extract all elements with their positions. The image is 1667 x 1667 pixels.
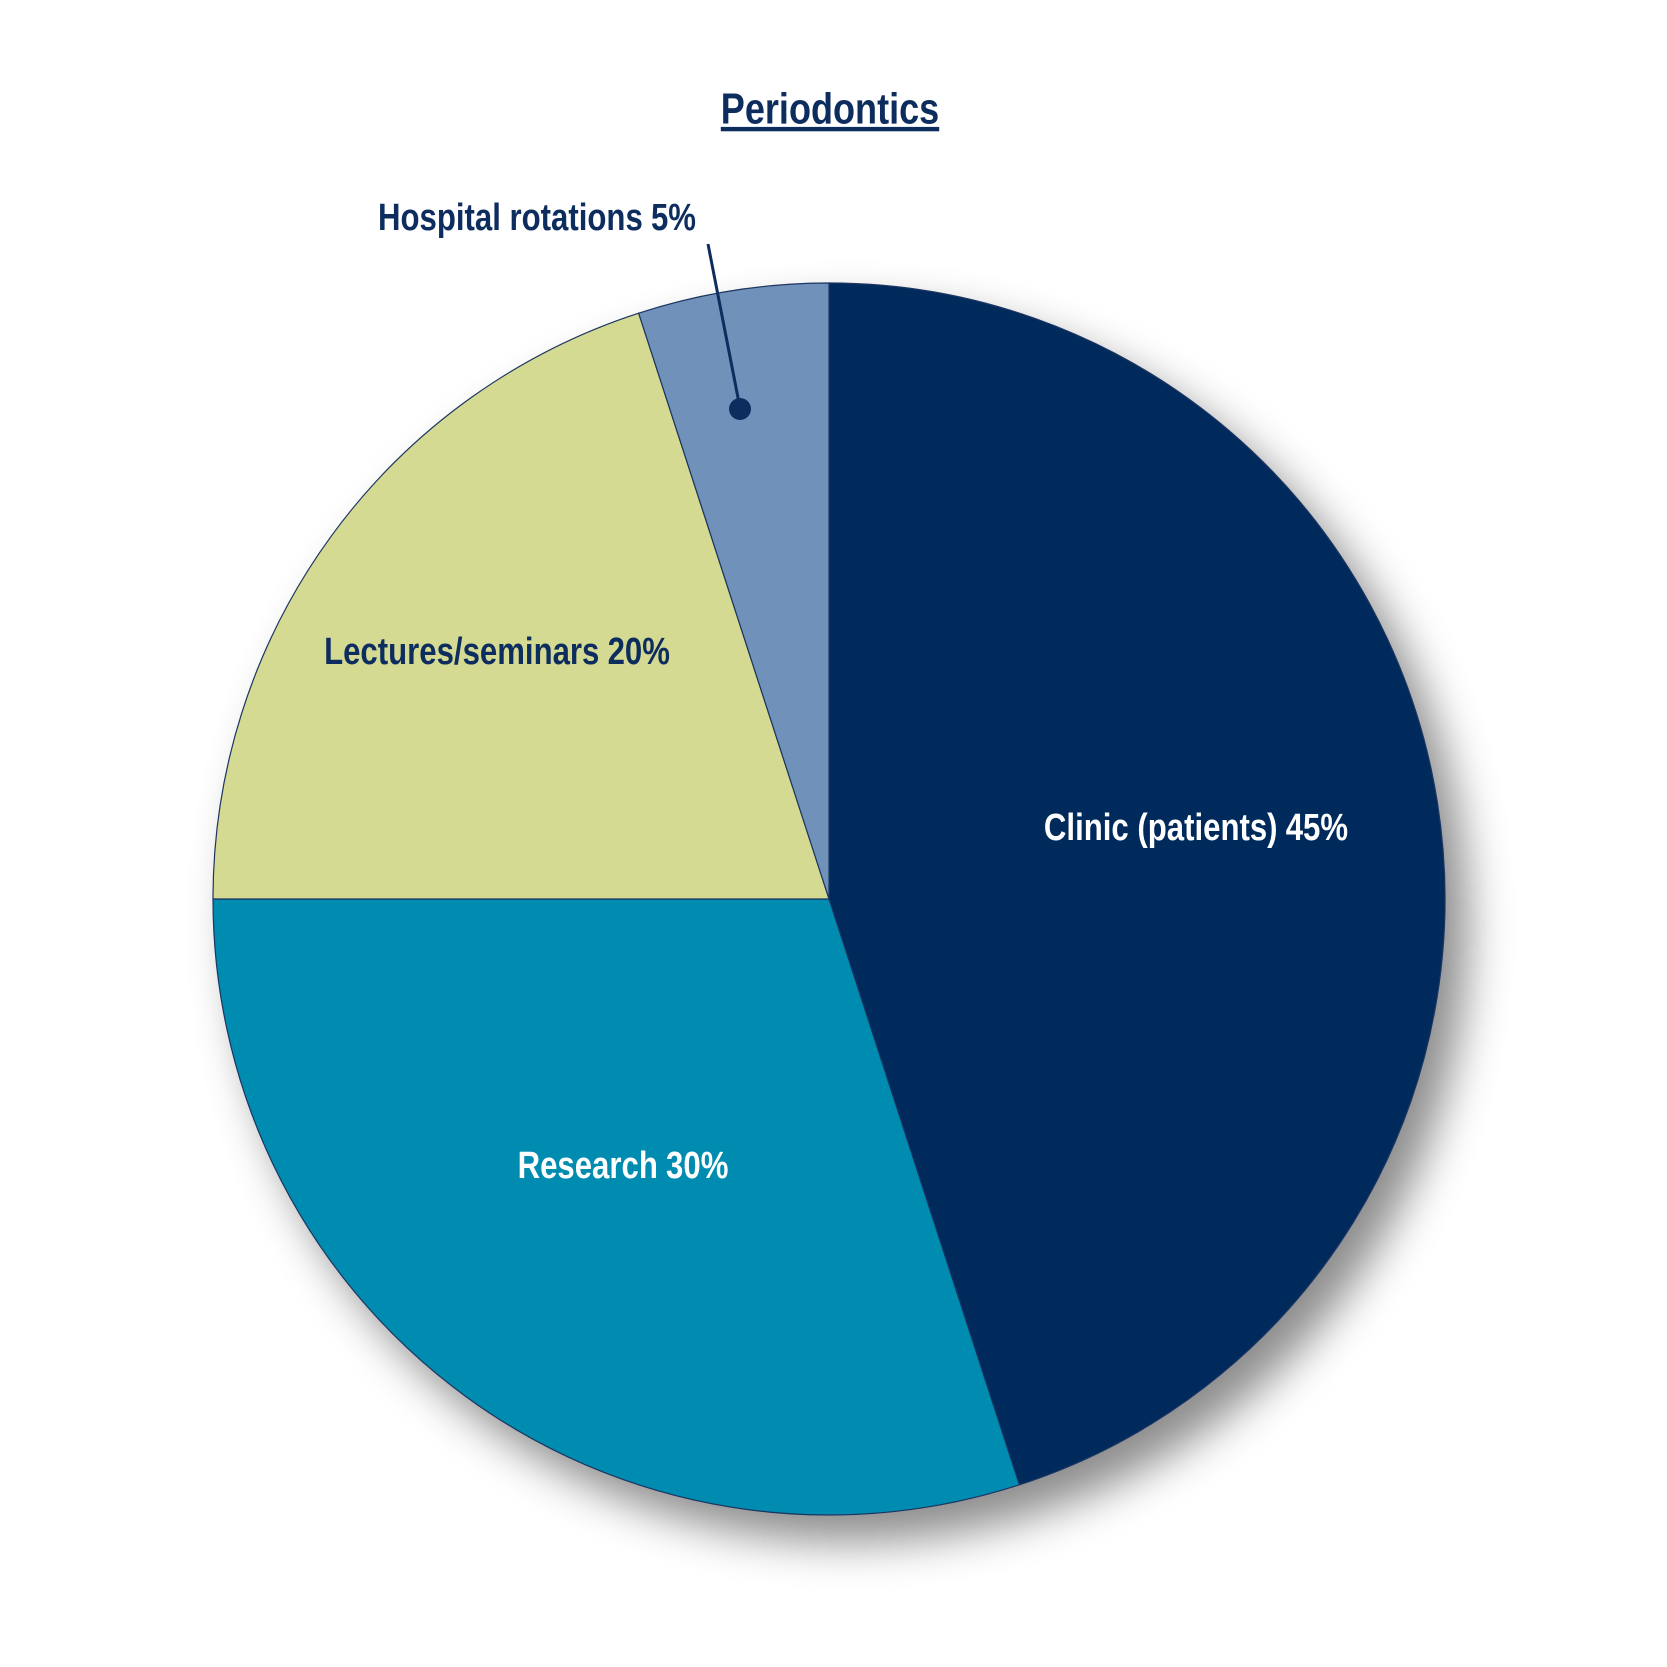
pie-slice: [637, 282, 830, 900]
pie: [212, 282, 1446, 1516]
pie-slice: [212, 898, 1021, 1516]
chart-title: Periodontics: [721, 84, 939, 133]
slice-label-group: Hospital rotations 5%: [378, 197, 696, 239]
category-label: Research: [518, 1145, 658, 1187]
category-label: Clinic (patients): [1044, 807, 1278, 849]
slice-label: Research 30%: [518, 1145, 729, 1187]
slice-label: Lectures/seminars 20%: [324, 631, 670, 673]
category-label: Lectures/seminars: [324, 631, 599, 673]
value-label: 45%: [1286, 807, 1348, 849]
slice-label: Clinic (patients) 45%: [1044, 807, 1348, 849]
slice-label-group: Research 30%: [518, 1145, 729, 1187]
slice-label-group: Lectures/seminars 20%: [324, 631, 670, 673]
slice-label: Hospital rotations 5%: [378, 197, 696, 239]
pie-slice: [828, 282, 1446, 1486]
leader-dot: [729, 398, 751, 420]
title-group: Periodontics: [721, 84, 939, 133]
pie-slice: [212, 312, 830, 900]
value-label: 30%: [666, 1145, 728, 1187]
category-label: Hospital rotations: [378, 197, 643, 239]
leader-line: [706, 243, 742, 409]
value-label: 20%: [608, 631, 670, 673]
slice-label-group: Clinic (patients) 45%: [1044, 807, 1348, 849]
value-label: 5%: [651, 197, 696, 239]
labels: Clinic (patients) 45% Research 30% Lectures/…: [324, 197, 1348, 1187]
